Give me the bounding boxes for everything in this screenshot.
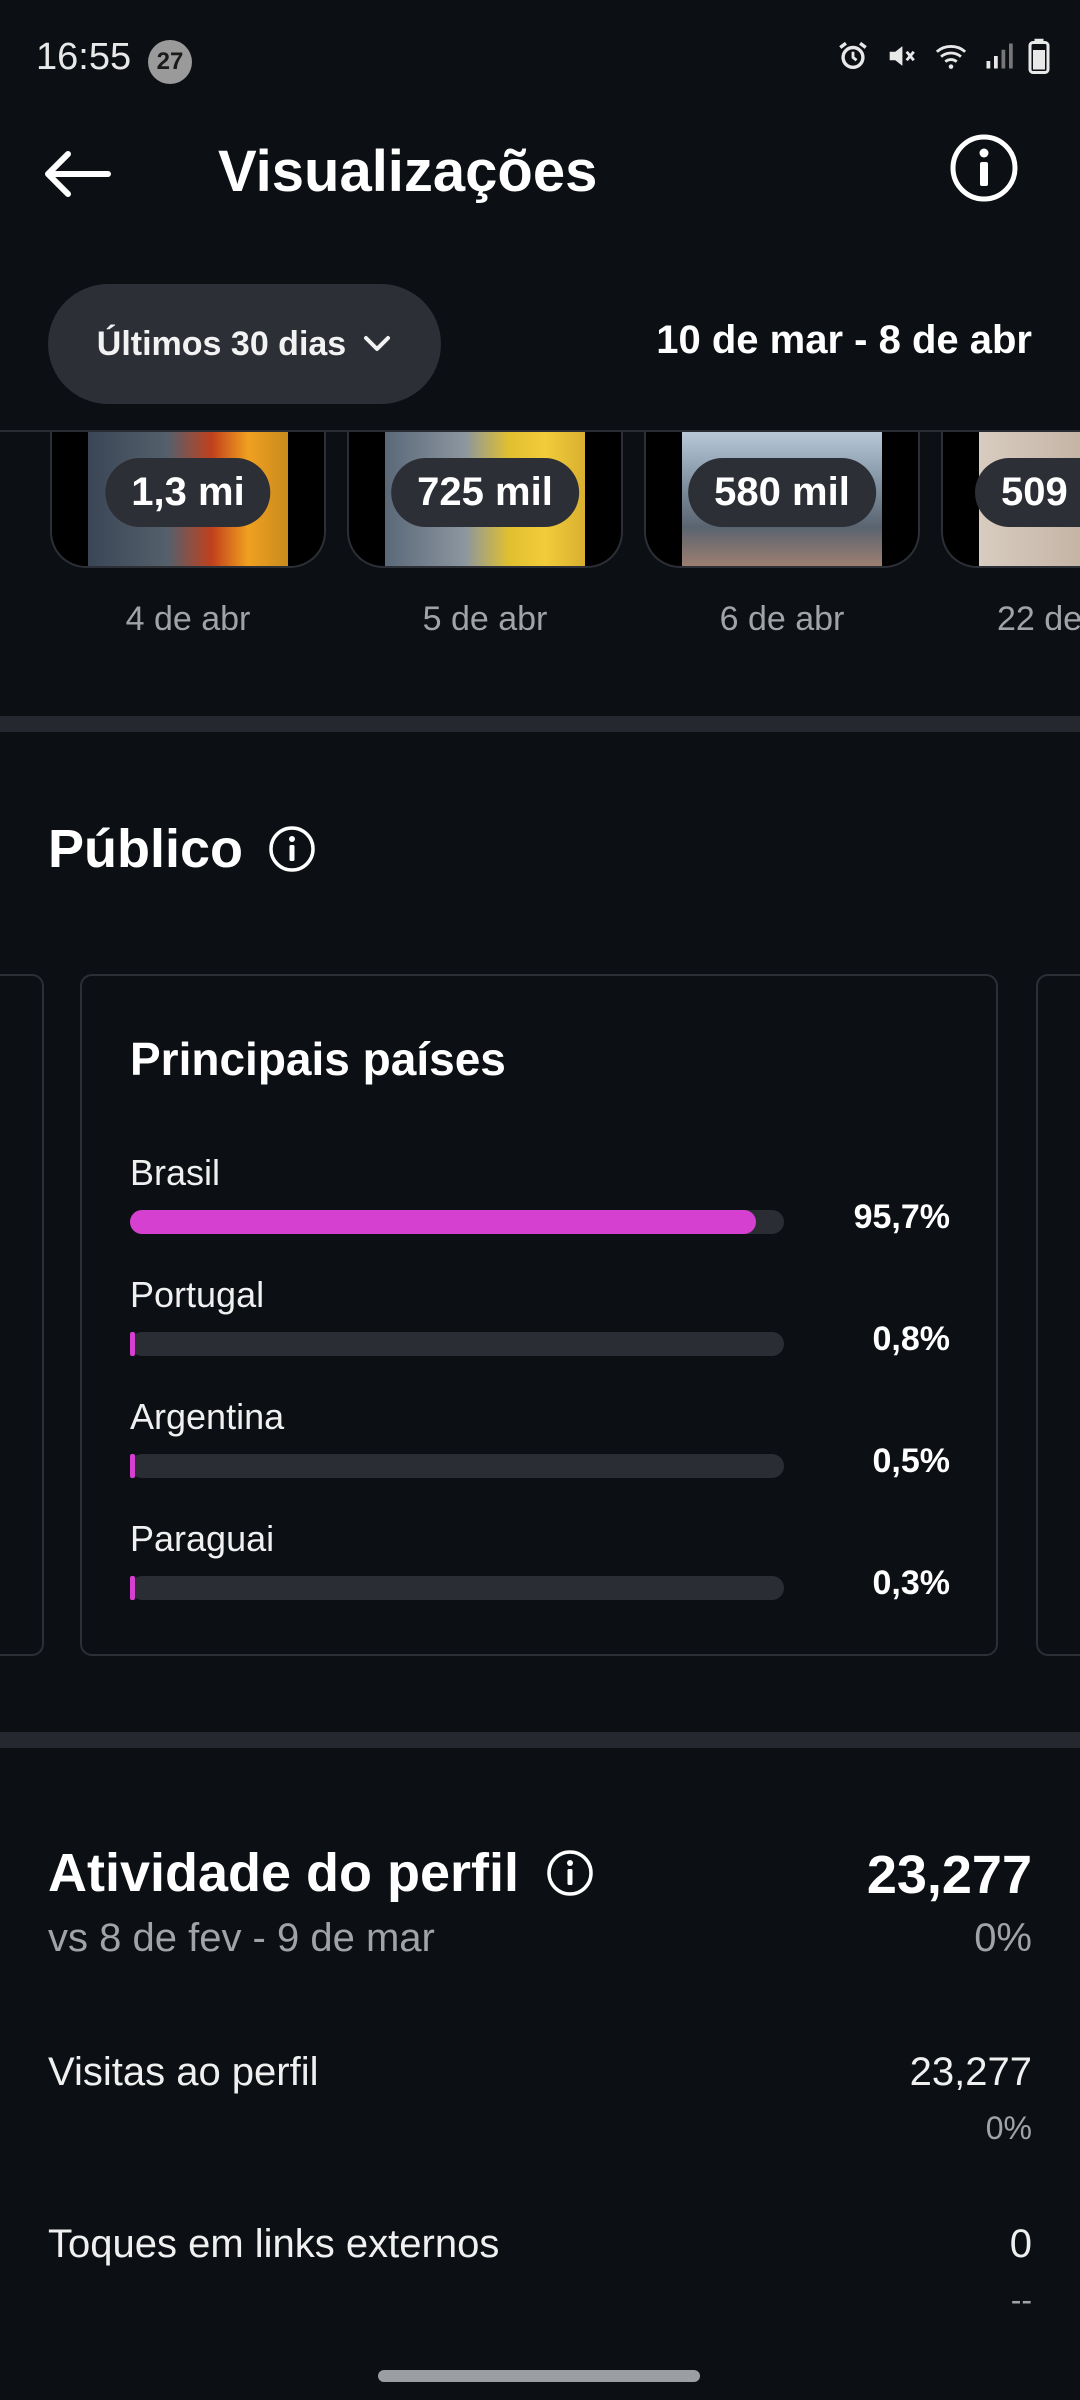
section-divider bbox=[0, 716, 1080, 732]
profile-activity-title: Atividade do perfil bbox=[48, 1842, 595, 1904]
status-icons bbox=[836, 38, 1050, 74]
mute-icon bbox=[889, 46, 915, 66]
audience-card-next[interactable] bbox=[1036, 974, 1080, 1656]
header-info-button[interactable] bbox=[948, 132, 1020, 204]
divider bbox=[0, 430, 1080, 432]
post-date: 6 de abr bbox=[719, 600, 845, 638]
info-icon[interactable] bbox=[267, 824, 317, 874]
metric-value: 23,277 bbox=[909, 2050, 1032, 2094]
country-percent: 0,8% bbox=[872, 1320, 951, 1358]
bar-track bbox=[130, 1210, 784, 1234]
country-row: Portugal 0,8% bbox=[130, 1274, 950, 1358]
wifi-icon bbox=[935, 45, 967, 69]
activity-total: 23,277 bbox=[866, 1845, 1032, 1905]
country-percent: 95,7% bbox=[853, 1198, 950, 1236]
back-button[interactable] bbox=[40, 134, 130, 214]
country-name: Argentina bbox=[130, 1396, 285, 1437]
audience-title: Público bbox=[48, 819, 244, 879]
metric-label: Visitas ao perfil bbox=[48, 2050, 319, 2094]
country-percent: 0,3% bbox=[872, 1564, 951, 1602]
notification-badge: 27 bbox=[148, 40, 192, 84]
post-date: 4 de abr bbox=[125, 600, 251, 638]
bar-track bbox=[130, 1576, 784, 1600]
range-label: Últimos 30 dias bbox=[96, 324, 347, 363]
home-indicator[interactable] bbox=[378, 2370, 700, 2382]
post-thumbnail[interactable]: 725 mil bbox=[347, 432, 623, 568]
country-name: Brasil bbox=[130, 1152, 221, 1193]
post-thumbnail[interactable]: 580 mil bbox=[644, 432, 920, 568]
country-row: Argentina 0,5% bbox=[130, 1396, 950, 1480]
date-range-text: 10 de mar - 8 de abr bbox=[656, 318, 1032, 362]
country-name: Portugal bbox=[130, 1274, 265, 1315]
bar-fill bbox=[130, 1210, 756, 1234]
card-title: Principais países bbox=[130, 1033, 506, 1085]
status-time: 16:55 bbox=[36, 36, 132, 78]
view-count: 1,3 mi bbox=[105, 458, 271, 527]
view-count: 509 bbox=[975, 458, 1080, 527]
alarm-icon bbox=[839, 41, 867, 70]
section-divider bbox=[0, 1732, 1080, 1748]
view-count: 580 mil bbox=[688, 458, 876, 527]
post-thumbnail[interactable]: 1,3 mi bbox=[50, 432, 326, 568]
metric-value: 0 bbox=[1009, 2222, 1032, 2266]
date-range-dropdown[interactable]: Últimos 30 dias bbox=[48, 284, 441, 404]
post-thumbnail[interactable]: 509 bbox=[941, 432, 1080, 568]
battery-icon bbox=[1028, 38, 1050, 74]
activity-comparison: vs 8 de fev - 9 de mar bbox=[48, 1916, 435, 1960]
bar-track bbox=[130, 1332, 784, 1356]
metric-change: 0% bbox=[985, 2110, 1032, 2146]
arrow-left-icon bbox=[45, 151, 111, 197]
audience-card-previous[interactable] bbox=[0, 974, 44, 1656]
info-icon[interactable] bbox=[545, 1848, 595, 1898]
activity-total-change: 0% bbox=[974, 1916, 1032, 1960]
metric-change: -- bbox=[1010, 2282, 1032, 2318]
view-count: 725 mil bbox=[391, 458, 579, 527]
audience-section-title: Público bbox=[48, 818, 317, 880]
top-countries-card: Principais países Brasil 95,7% Portugal … bbox=[80, 974, 998, 1656]
bar-fill bbox=[130, 1454, 135, 1478]
bar-track bbox=[130, 1454, 784, 1478]
country-percent: 0,5% bbox=[872, 1442, 951, 1480]
country-row: Paraguai 0,3% bbox=[130, 1518, 950, 1602]
info-icon bbox=[950, 134, 1018, 202]
bar-fill bbox=[130, 1332, 135, 1356]
page-title: Visualizações bbox=[218, 139, 598, 204]
post-date: 22 de bbox=[997, 600, 1080, 638]
activity-title-text: Atividade do perfil bbox=[48, 1843, 520, 1903]
signal-icon bbox=[986, 43, 1013, 69]
country-name: Paraguai bbox=[130, 1518, 275, 1559]
chevron-down-icon bbox=[364, 336, 391, 351]
country-row: Brasil 95,7% bbox=[130, 1152, 950, 1236]
bar-fill bbox=[130, 1576, 135, 1600]
metric-label: Toques em links externos bbox=[48, 2222, 500, 2266]
post-date: 5 de abr bbox=[422, 600, 548, 638]
